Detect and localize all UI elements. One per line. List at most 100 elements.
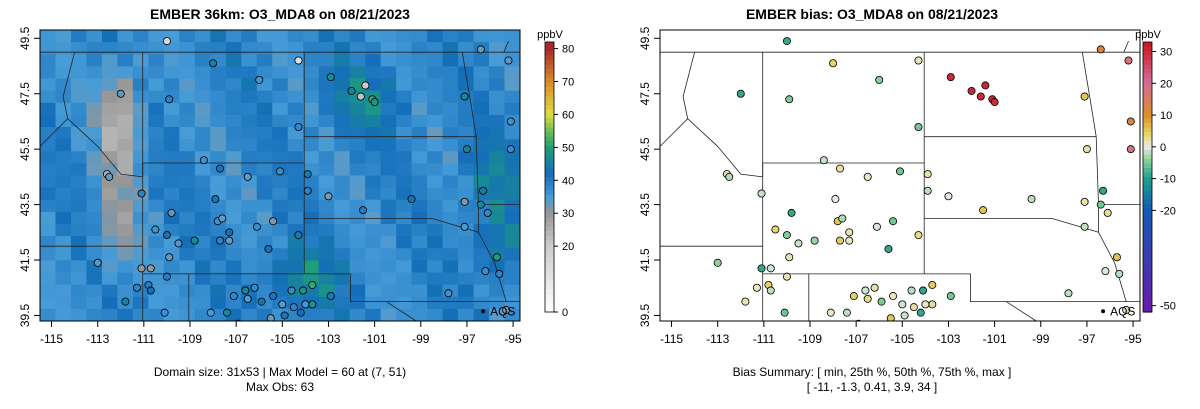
observation-site	[359, 206, 368, 215]
grid-cell	[194, 272, 211, 286]
grid-cell	[442, 66, 459, 80]
grid-cell	[318, 102, 335, 116]
grid-cell	[101, 296, 119, 310]
grid-cell	[458, 114, 475, 128]
bias-site	[829, 59, 838, 68]
observation-site	[294, 56, 303, 65]
grid-cell	[132, 102, 149, 116]
grid-cell	[458, 260, 475, 274]
grid-cell	[101, 54, 119, 67]
grid-cell	[272, 78, 289, 92]
grid-cell	[86, 236, 103, 249]
grid-cell	[489, 260, 506, 274]
grid-cell	[256, 90, 273, 104]
grid-cell	[442, 151, 459, 164]
grid-cell	[489, 236, 506, 249]
grid-cell	[365, 30, 382, 43]
colorbar-segment	[545, 307, 554, 313]
colorbar-segment	[1143, 109, 1152, 115]
grid-cell	[241, 248, 258, 261]
grid-cell	[272, 90, 289, 104]
grid-cell	[132, 42, 149, 55]
grid-cell	[427, 127, 444, 140]
grid-cell	[194, 139, 211, 152]
grid-cell	[396, 78, 413, 92]
colorbar-tick-label: 80	[562, 44, 574, 56]
bias-site	[725, 172, 734, 181]
grid-cell	[442, 260, 459, 274]
grid-cell	[303, 151, 320, 164]
observation-site	[250, 283, 259, 292]
plot-frame	[659, 29, 1141, 322]
observation-site	[252, 222, 261, 231]
colorbar-tick-label: 50	[562, 142, 574, 154]
grid-cell	[70, 114, 88, 128]
colorbar-segment	[1143, 181, 1152, 187]
grid-cell	[148, 296, 165, 310]
grid-cell	[194, 248, 211, 261]
grid-cell	[334, 30, 351, 43]
bias-site	[884, 244, 893, 253]
grid-cell	[225, 102, 242, 116]
grid-cell	[365, 284, 382, 298]
observation-site	[462, 145, 471, 154]
grid-cell	[427, 175, 444, 189]
bias-site	[782, 231, 791, 240]
observation-site	[137, 189, 146, 198]
grid-cell	[55, 224, 72, 237]
grid-cell	[411, 66, 428, 80]
bias-site	[946, 292, 955, 301]
aqs-label: AQS	[490, 304, 515, 318]
grid-cell	[55, 151, 72, 164]
grid-cell	[272, 187, 289, 201]
colorbar-segment	[545, 226, 554, 232]
colorbar-segment	[1143, 42, 1152, 48]
grid-cell	[272, 224, 289, 237]
observation-site	[229, 292, 238, 301]
grid-cell	[70, 54, 88, 67]
grid-cell	[101, 211, 119, 225]
grid-cell	[86, 90, 103, 104]
grid-cell	[458, 284, 475, 298]
grid-cell	[365, 127, 382, 140]
grid-cell	[179, 163, 196, 177]
grid-cell	[148, 151, 165, 164]
grid-cell	[70, 42, 88, 55]
grid-cell	[225, 139, 242, 152]
grid-cell	[194, 260, 211, 274]
grid-cell	[256, 260, 273, 274]
colorbar-segment	[1143, 303, 1152, 309]
grid-cell	[396, 260, 413, 274]
observation-site	[495, 269, 504, 278]
grid-cell	[148, 127, 165, 140]
grid-cell	[489, 296, 506, 310]
grid-cell	[40, 78, 57, 92]
grid-cell	[148, 139, 165, 152]
grid-cell	[458, 127, 475, 140]
y-tick-label: 39.5	[638, 303, 652, 327]
grid-cell	[148, 248, 165, 261]
grid-cell	[55, 30, 72, 43]
grid-cell	[194, 175, 211, 189]
grid-cell	[380, 272, 397, 286]
grid-cell	[396, 272, 413, 286]
grid-cell	[55, 211, 72, 225]
grid-cell	[396, 224, 413, 237]
observation-site	[504, 56, 513, 65]
observation-site	[162, 272, 171, 281]
grid-cell	[442, 296, 459, 310]
grid-cell	[504, 78, 520, 92]
state-boundaries	[659, 40, 1140, 322]
grid-cell	[489, 163, 506, 177]
x-tick-label: -99	[1032, 332, 1050, 346]
grid-cell	[287, 211, 304, 225]
bias-site	[736, 89, 745, 98]
grid-cell	[225, 187, 242, 201]
grid-cell	[473, 248, 490, 261]
grid-cell	[442, 42, 459, 55]
grid-cell	[163, 260, 180, 274]
grid-cell	[287, 248, 304, 261]
grid-cell	[86, 224, 103, 237]
grid-cell	[349, 248, 366, 261]
colorbar-segment	[545, 69, 554, 75]
